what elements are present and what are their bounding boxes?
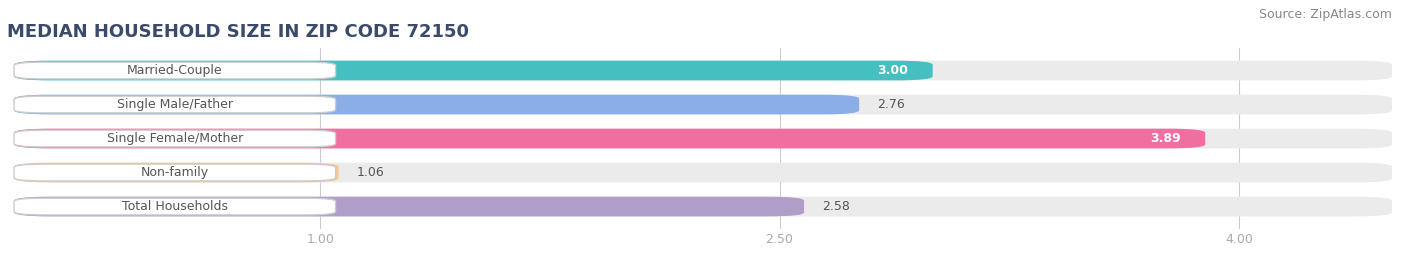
FancyBboxPatch shape [14, 163, 339, 182]
FancyBboxPatch shape [14, 198, 336, 215]
Text: Non-family: Non-family [141, 166, 209, 179]
Text: Single Male/Father: Single Male/Father [117, 98, 233, 111]
Text: 1.06: 1.06 [357, 166, 385, 179]
Text: 2.58: 2.58 [823, 200, 851, 213]
Text: Married-Couple: Married-Couple [127, 64, 222, 77]
FancyBboxPatch shape [14, 61, 1392, 80]
Text: Total Households: Total Households [122, 200, 228, 213]
FancyBboxPatch shape [14, 96, 336, 113]
FancyBboxPatch shape [14, 129, 1205, 148]
Text: Source: ZipAtlas.com: Source: ZipAtlas.com [1258, 8, 1392, 21]
Text: 2.76: 2.76 [877, 98, 905, 111]
FancyBboxPatch shape [14, 95, 1392, 114]
Text: MEDIAN HOUSEHOLD SIZE IN ZIP CODE 72150: MEDIAN HOUSEHOLD SIZE IN ZIP CODE 72150 [7, 23, 470, 41]
FancyBboxPatch shape [14, 129, 1392, 148]
FancyBboxPatch shape [14, 197, 804, 216]
Text: Single Female/Mother: Single Female/Mother [107, 132, 243, 145]
FancyBboxPatch shape [14, 130, 336, 147]
FancyBboxPatch shape [14, 61, 932, 80]
Text: 3.00: 3.00 [877, 64, 908, 77]
FancyBboxPatch shape [14, 163, 1392, 182]
Text: 3.89: 3.89 [1150, 132, 1181, 145]
FancyBboxPatch shape [14, 164, 336, 181]
FancyBboxPatch shape [14, 62, 336, 79]
FancyBboxPatch shape [14, 95, 859, 114]
FancyBboxPatch shape [14, 197, 1392, 216]
